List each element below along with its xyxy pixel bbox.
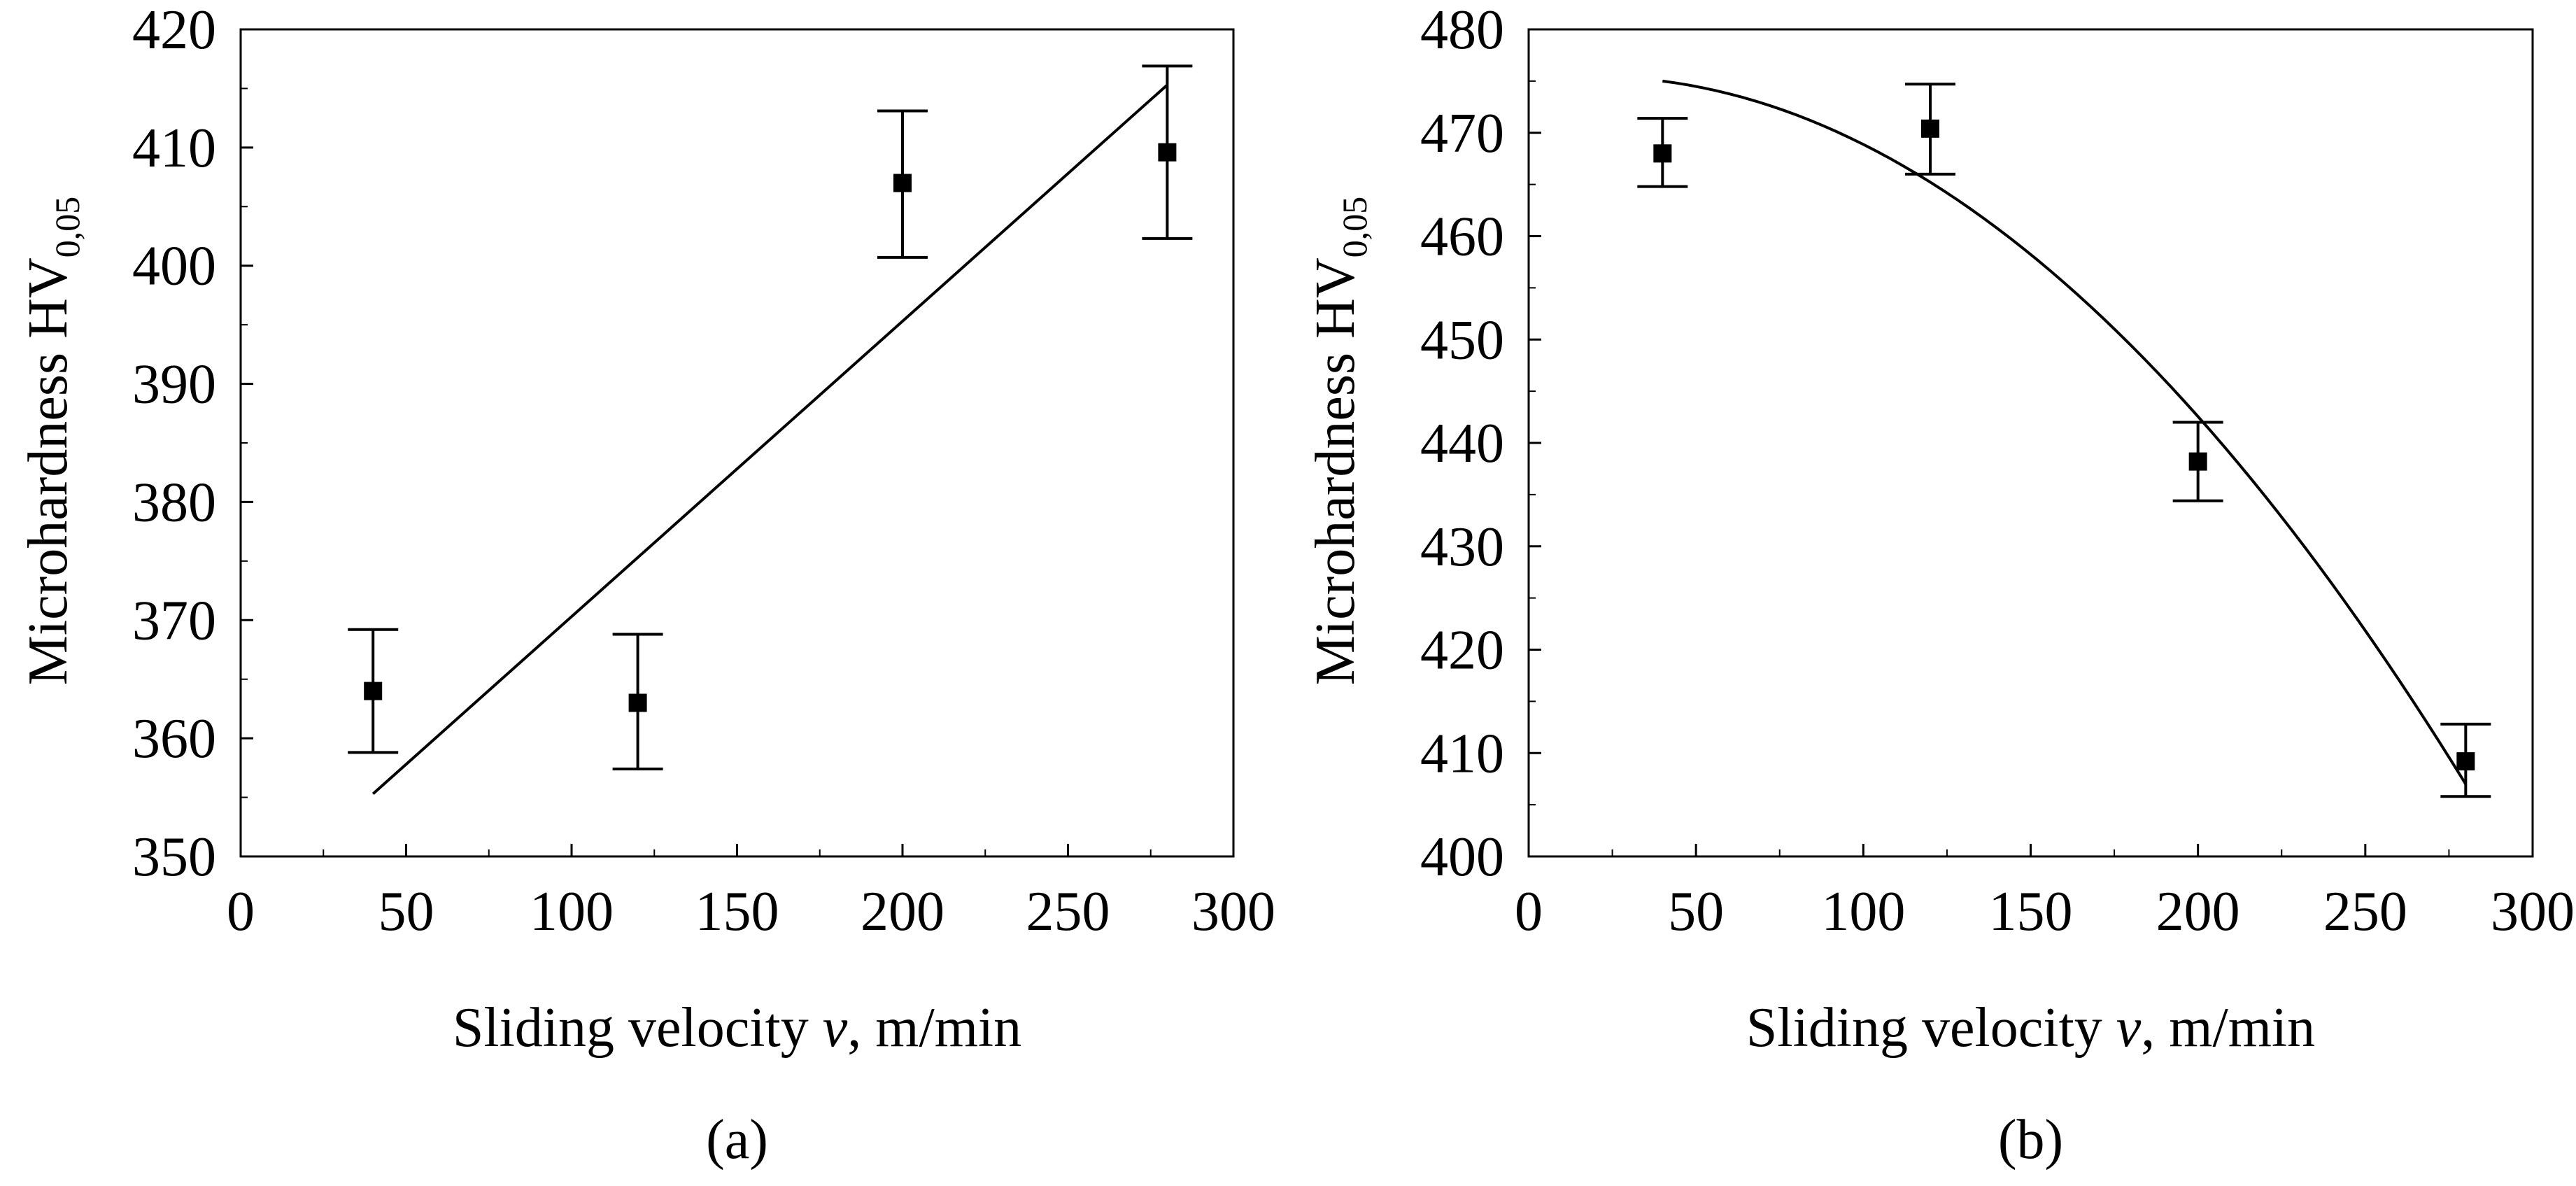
panel-label: (b) <box>1998 1109 2063 1171</box>
data-point <box>1653 144 1672 163</box>
x-axis-label-unit: , m/min <box>2141 997 2315 1059</box>
x-tick-label: 150 <box>1989 881 2073 943</box>
chart-panel-a: 0 50 100 150 200 250 300 350 360 370 380 390 400 410 4… <box>17 0 1275 1171</box>
x-axis-label-unit: , m/min <box>847 997 1021 1059</box>
data-point <box>1921 119 1939 138</box>
y-tick-label: 410 <box>1420 723 1504 784</box>
x-tick-label: 50 <box>378 881 434 943</box>
y-axis-label: Microhardness HV0,05 <box>17 197 87 685</box>
y-tick-label: 350 <box>132 826 216 888</box>
x-axis-label: Sliding velocity v, m/min <box>453 997 1021 1059</box>
y-tick-label: 410 <box>132 118 216 179</box>
y-tick-label: 460 <box>1420 206 1504 268</box>
x-tick-label: 250 <box>1026 881 1110 943</box>
y-axis-label-main: Microhardness HV <box>1305 257 1366 685</box>
y-tick-label: 370 <box>132 590 216 651</box>
x-axis-label-variable: v <box>823 997 848 1059</box>
y-axis-label-main: Microhardness HV <box>17 257 79 685</box>
data-point <box>364 682 383 700</box>
trend-line <box>1662 79 2468 785</box>
plot-frame <box>1527 28 2534 858</box>
x-tick-label: 300 <box>2491 881 2575 943</box>
y-tick-label: 470 <box>1420 103 1504 164</box>
data-point <box>2456 752 2475 771</box>
y-tick-label: 400 <box>1420 826 1504 888</box>
y-axis-label-subscript: 0,05 <box>1335 197 1374 258</box>
x-axis-label: Sliding velocity v, m/min <box>1746 997 2315 1059</box>
x-tick-label: 300 <box>1191 881 1275 943</box>
trend-line <box>371 83 1168 795</box>
data-point <box>2188 452 2207 471</box>
y-tick-label: 390 <box>132 354 216 416</box>
y-tick-label: 420 <box>132 0 216 61</box>
x-tick-label: 0 <box>1515 881 1543 943</box>
panel-label: (a) <box>706 1109 768 1171</box>
y-tick-label: 480 <box>1420 0 1504 61</box>
x-axis-label-variable: v <box>2116 997 2142 1059</box>
y-axis-label-subscript: 0,05 <box>48 197 87 258</box>
y-tick-label: 360 <box>132 708 216 770</box>
x-tick-label: 150 <box>695 881 779 943</box>
data-point <box>893 174 912 192</box>
x-axis-label-prefix: Sliding velocity <box>1746 997 2116 1059</box>
y-tick-label: 420 <box>1420 620 1504 682</box>
y-tick-label: 440 <box>1420 413 1504 474</box>
y-axis-label: Microhardness HV0,05 <box>1305 197 1374 685</box>
x-tick-label: 200 <box>861 881 944 943</box>
x-axis-label-prefix: Sliding velocity <box>453 997 823 1059</box>
y-tick-label: 450 <box>1420 309 1504 371</box>
y-tick-label: 430 <box>1420 516 1504 578</box>
chart-panel-b: 0 50 100 150 200 250 300 400 410 420 430 440 450 460 4… <box>1305 0 2575 1171</box>
data-point <box>628 693 647 712</box>
x-tick-label: 100 <box>530 881 614 943</box>
y-tick-label: 380 <box>132 472 216 533</box>
plot-frame <box>239 28 1235 858</box>
x-tick-label: 50 <box>1668 881 1724 943</box>
y-tick-label: 400 <box>132 236 216 297</box>
x-tick-label: 100 <box>1821 881 1905 943</box>
data-point <box>1158 143 1177 162</box>
x-tick-label: 200 <box>2156 881 2240 943</box>
x-tick-label: 250 <box>2323 881 2407 943</box>
x-tick-label: 0 <box>227 881 255 943</box>
